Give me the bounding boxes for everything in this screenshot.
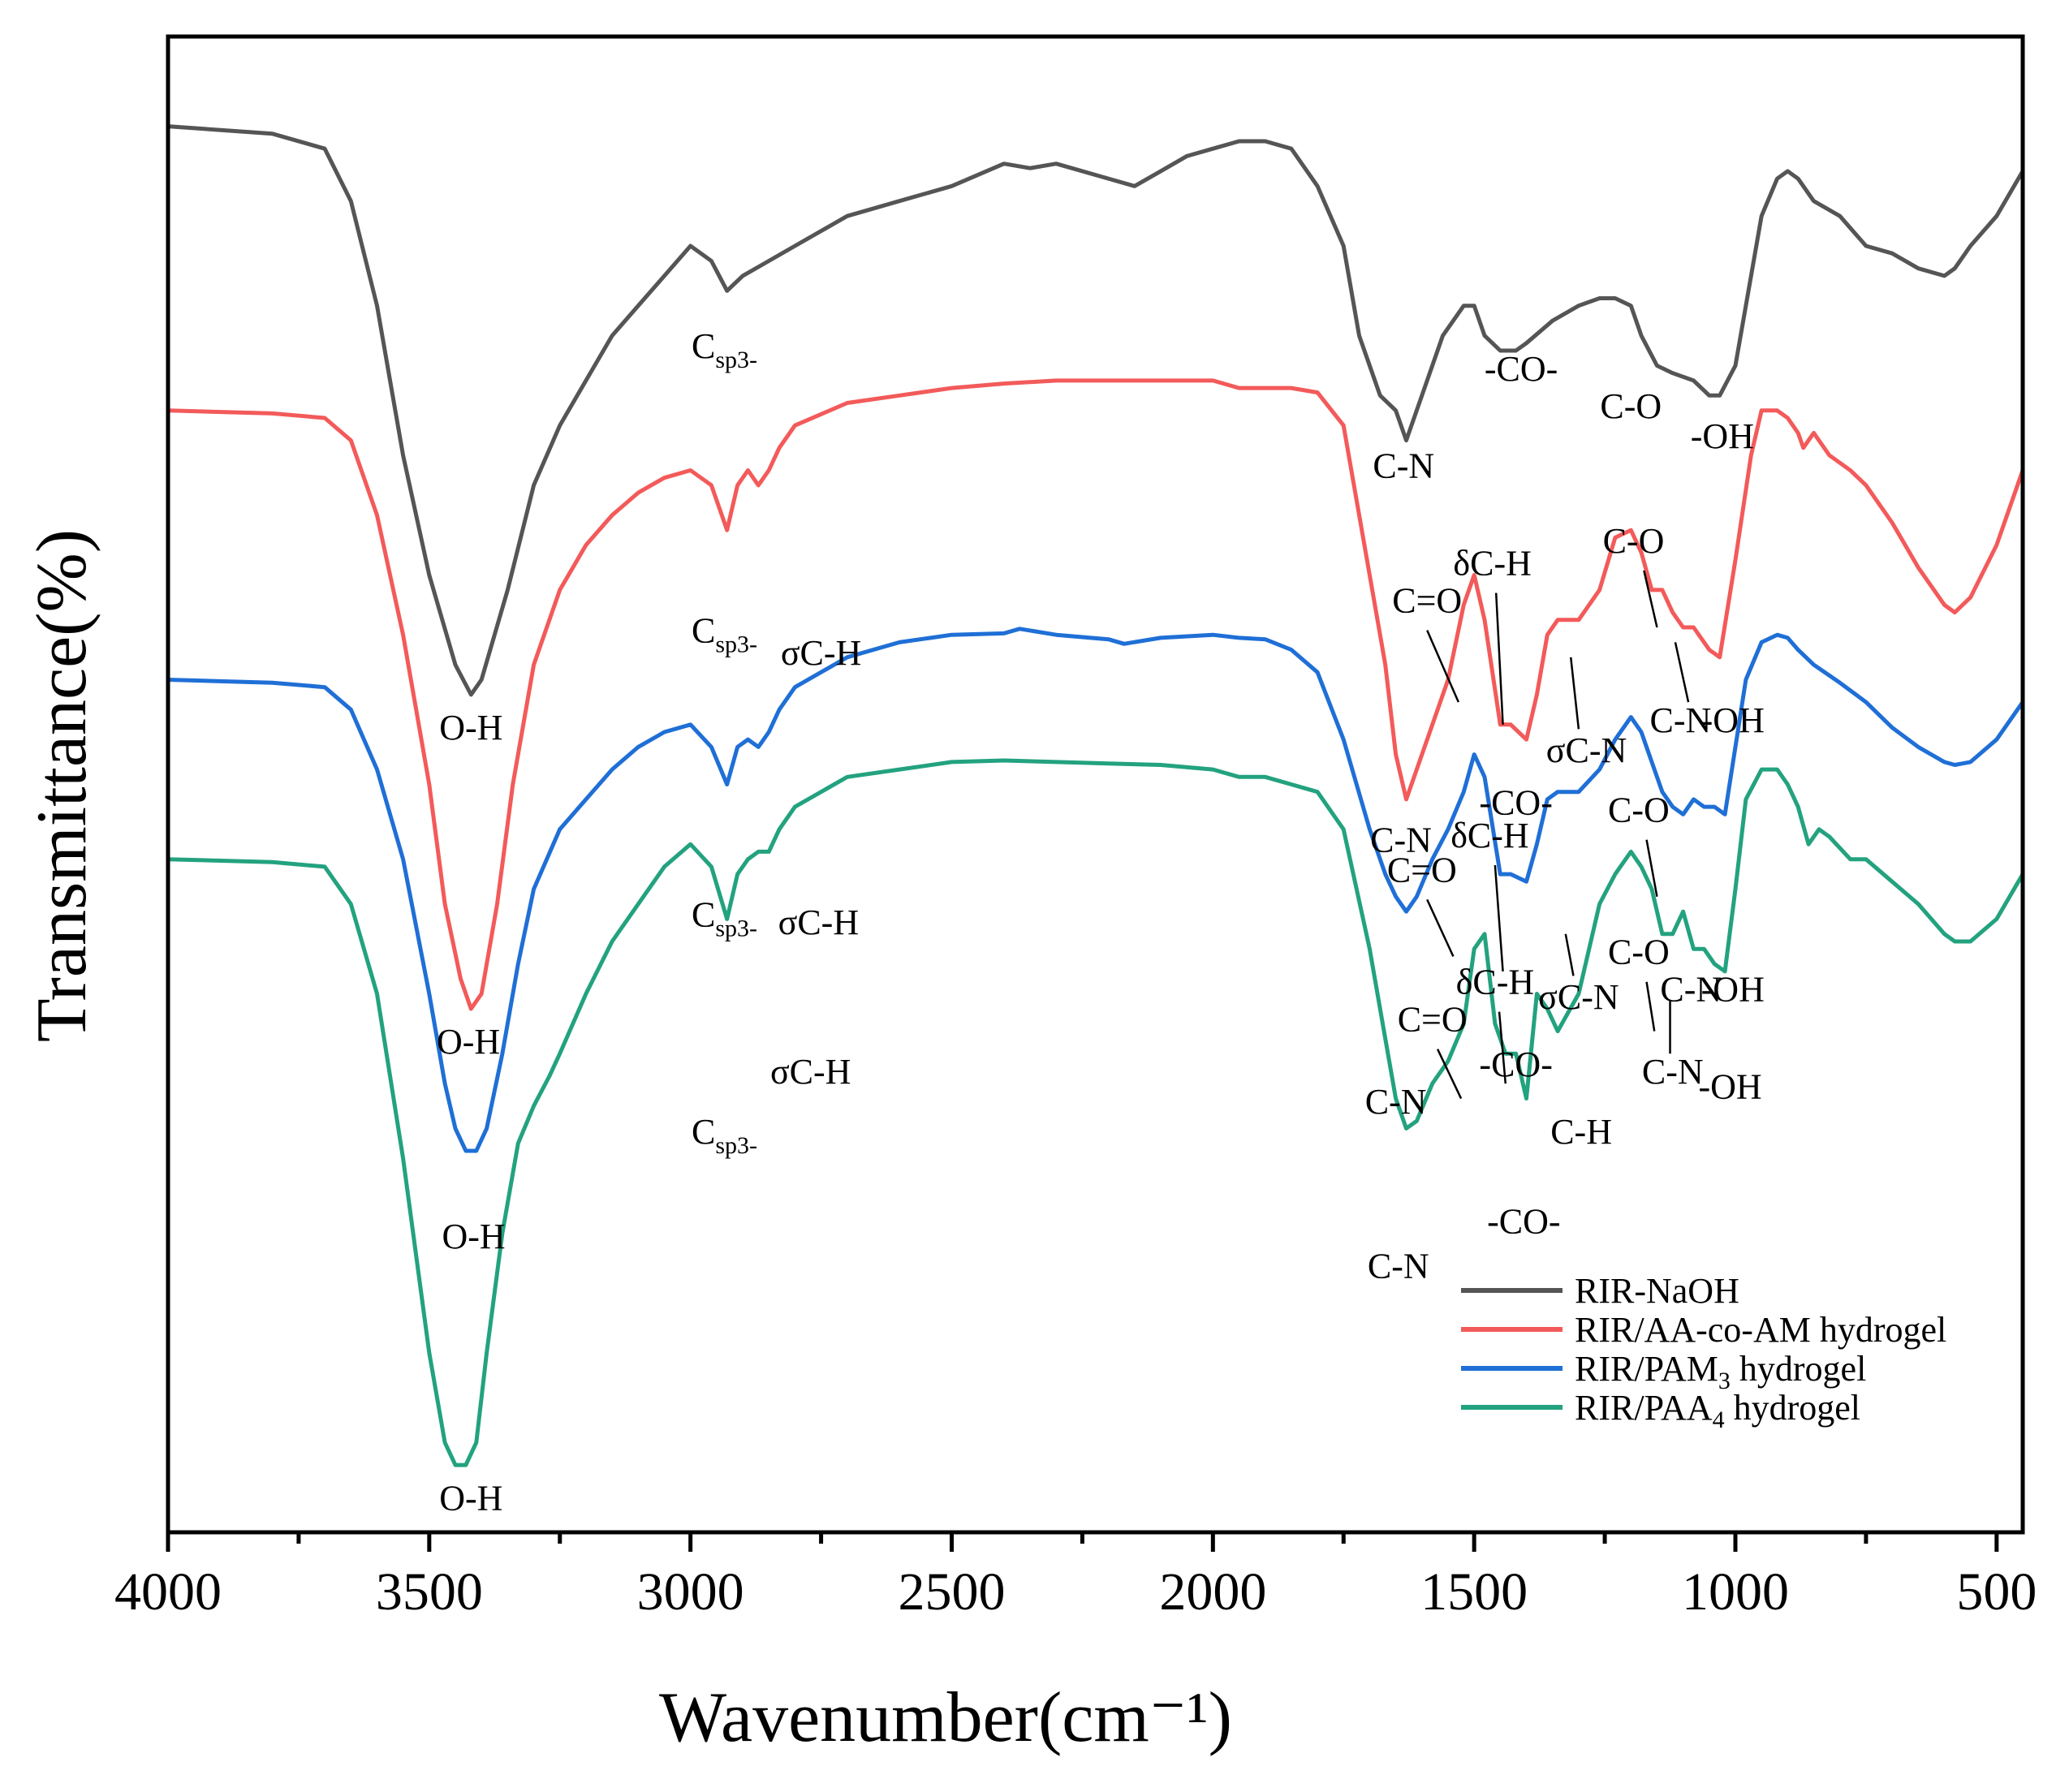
peak-annotation: δC-H [1453, 543, 1532, 583]
annotation-leader-line [1494, 864, 1504, 971]
x-tick-label: 3000 [637, 1562, 744, 1622]
peak-annotation: C-N [1650, 700, 1712, 740]
annotation-leader-line [1498, 1011, 1507, 1084]
peak-annotation: δC-H [1456, 963, 1535, 1002]
annotation-leader-line [1645, 839, 1658, 897]
plot-lines-group [166, 124, 2025, 1467]
peak-annotation: C-N [1370, 820, 1432, 859]
annotation-leader-line [1674, 642, 1690, 703]
peak-annotation: σC-N [1546, 730, 1627, 770]
series-line-rir-pam3-hydrogel [166, 627, 2025, 1153]
peak-annotation: -OH [1691, 416, 1754, 456]
annotation-leader-line [1643, 570, 1658, 628]
peak-annotation: -OH [1701, 700, 1765, 740]
peak-annotation: Csp3- [692, 610, 757, 657]
peak-annotation: C-O [1603, 521, 1665, 561]
peak-annotation: -CO- [1479, 1045, 1552, 1084]
annotation-leader-line [1564, 933, 1575, 976]
annotation-leader-line [1436, 1049, 1463, 1100]
peak-annotation: -CO- [1487, 1201, 1560, 1241]
peak-annotation: σC-H [781, 633, 862, 673]
peak-annotation: C-O [1608, 790, 1670, 830]
peak-annotation: C-N [1642, 1052, 1704, 1092]
x-tick-label: 2500 [898, 1562, 1005, 1622]
y-axis-label: Transmittance(%) [23, 529, 101, 1042]
peak-annotation: C=O [1387, 850, 1457, 890]
peak-annotation: C=O [1398, 1000, 1468, 1040]
x-tick-label: 500 [1956, 1562, 2037, 1622]
peak-annotation: σC-N [1538, 977, 1619, 1017]
peak-annotation: C-N [1365, 1082, 1427, 1122]
peak-annotation: C-N [1373, 446, 1434, 486]
x-tick-label: 1000 [1682, 1562, 1789, 1622]
legend-label-rir-paa4-hydrogel: RIR/PAA4 hydrogel [1575, 1388, 1860, 1433]
peak-annotation: C-H [1550, 1112, 1612, 1152]
peak-annotation: σC-H [778, 902, 860, 942]
peak-annotation: C-N [1368, 1247, 1429, 1286]
peak-annotation: O-H [442, 1217, 505, 1256]
peak-annotation: O-H [439, 708, 502, 747]
peak-annotation: σC-H [770, 1052, 851, 1092]
plot-frame [166, 34, 2025, 1535]
x-tick-label: 4000 [114, 1562, 222, 1622]
peak-annotation: -CO- [1479, 782, 1552, 822]
x-tick-label: 2000 [1159, 1562, 1266, 1622]
annotation-leader-line [1494, 592, 1504, 725]
x-axis-label-text: Wavenumber(cm⁻¹) [659, 1678, 1232, 1757]
peak-annotation: O-H [439, 1478, 502, 1518]
peak-annotation: Csp3- [692, 326, 757, 373]
series-line-rir-paa4-hydrogel [166, 758, 2025, 1467]
peak-annotation: -OH [1698, 1067, 1761, 1107]
legend-label-rir-aa-co-am-hydrogel: RIR/AA-co-AM hydrogel [1575, 1310, 1946, 1350]
series-line-rir-naoh [166, 124, 2025, 697]
x-tick-label: 1500 [1420, 1562, 1528, 1622]
annotation-leader-line [1569, 657, 1580, 730]
peak-annotation: O-H [437, 1022, 500, 1062]
annotation-leader-line [1426, 630, 1459, 703]
legend-label-rir-naoh: RIR-NaOH [1575, 1271, 1739, 1311]
y-axis-label-text: Transmittance(%) [23, 529, 101, 1042]
peak-annotation: -OH [1701, 970, 1765, 1010]
peak-annotation: δC-H [1450, 816, 1529, 855]
peak-annotation: C-O [1608, 933, 1670, 972]
series-line-rir-aa-co-am-hydrogel [166, 378, 2025, 1011]
peak-annotation: C-O [1600, 386, 1662, 426]
annotation-leader-line [1426, 898, 1455, 957]
x-axis-label: Wavenumber(cm⁻¹) [659, 1678, 1232, 1757]
annotation-leader-line [1645, 981, 1656, 1032]
legend-label-rir-pam3-hydrogel: RIR/PAM3 hydrogel [1575, 1349, 1866, 1394]
peak-annotation: C=O [1392, 581, 1462, 621]
annotations-group: Csp3-C-N-CO-C-O-OHO-HσC-HCsp3-C=OδC-HC-O… [437, 326, 1765, 1518]
x-tick-label: 3500 [376, 1562, 483, 1622]
peak-annotation: Csp3- [692, 1112, 757, 1159]
peak-annotation: Csp3- [692, 895, 757, 942]
peak-annotation: -CO- [1485, 349, 1558, 389]
x-ticks-group: 4000 3500 3000 2500 2000 1500 1000 500 [114, 1532, 2037, 1622]
